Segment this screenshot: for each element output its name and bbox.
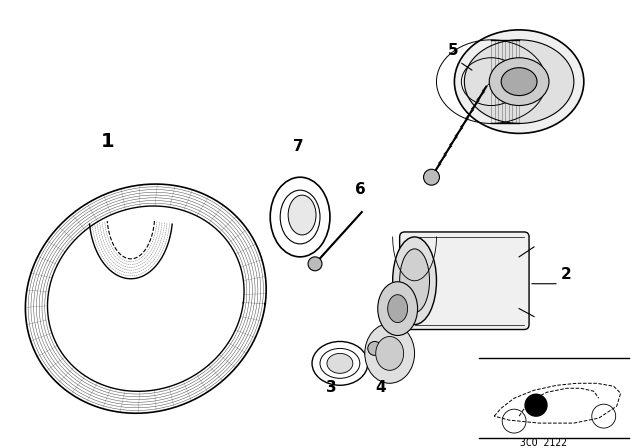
Ellipse shape (288, 195, 316, 235)
Circle shape (424, 169, 440, 185)
Ellipse shape (501, 68, 537, 95)
Ellipse shape (393, 237, 436, 324)
Ellipse shape (365, 323, 415, 383)
Text: 1: 1 (101, 132, 115, 151)
Ellipse shape (465, 40, 574, 124)
Circle shape (525, 394, 547, 416)
Text: 3: 3 (326, 380, 337, 395)
FancyBboxPatch shape (399, 232, 529, 330)
Ellipse shape (376, 336, 404, 370)
Ellipse shape (489, 58, 549, 106)
Ellipse shape (327, 353, 353, 373)
Text: 2: 2 (561, 267, 572, 282)
Ellipse shape (399, 249, 429, 313)
Text: 5: 5 (447, 43, 458, 58)
Ellipse shape (454, 30, 584, 134)
Text: 3CO 2122: 3CO 2122 (520, 438, 568, 448)
Ellipse shape (378, 282, 417, 336)
Text: 6: 6 (355, 182, 365, 197)
Ellipse shape (388, 295, 408, 323)
Text: 7: 7 (293, 139, 304, 154)
Text: 4: 4 (376, 380, 387, 395)
Circle shape (368, 341, 381, 355)
Circle shape (308, 257, 322, 271)
